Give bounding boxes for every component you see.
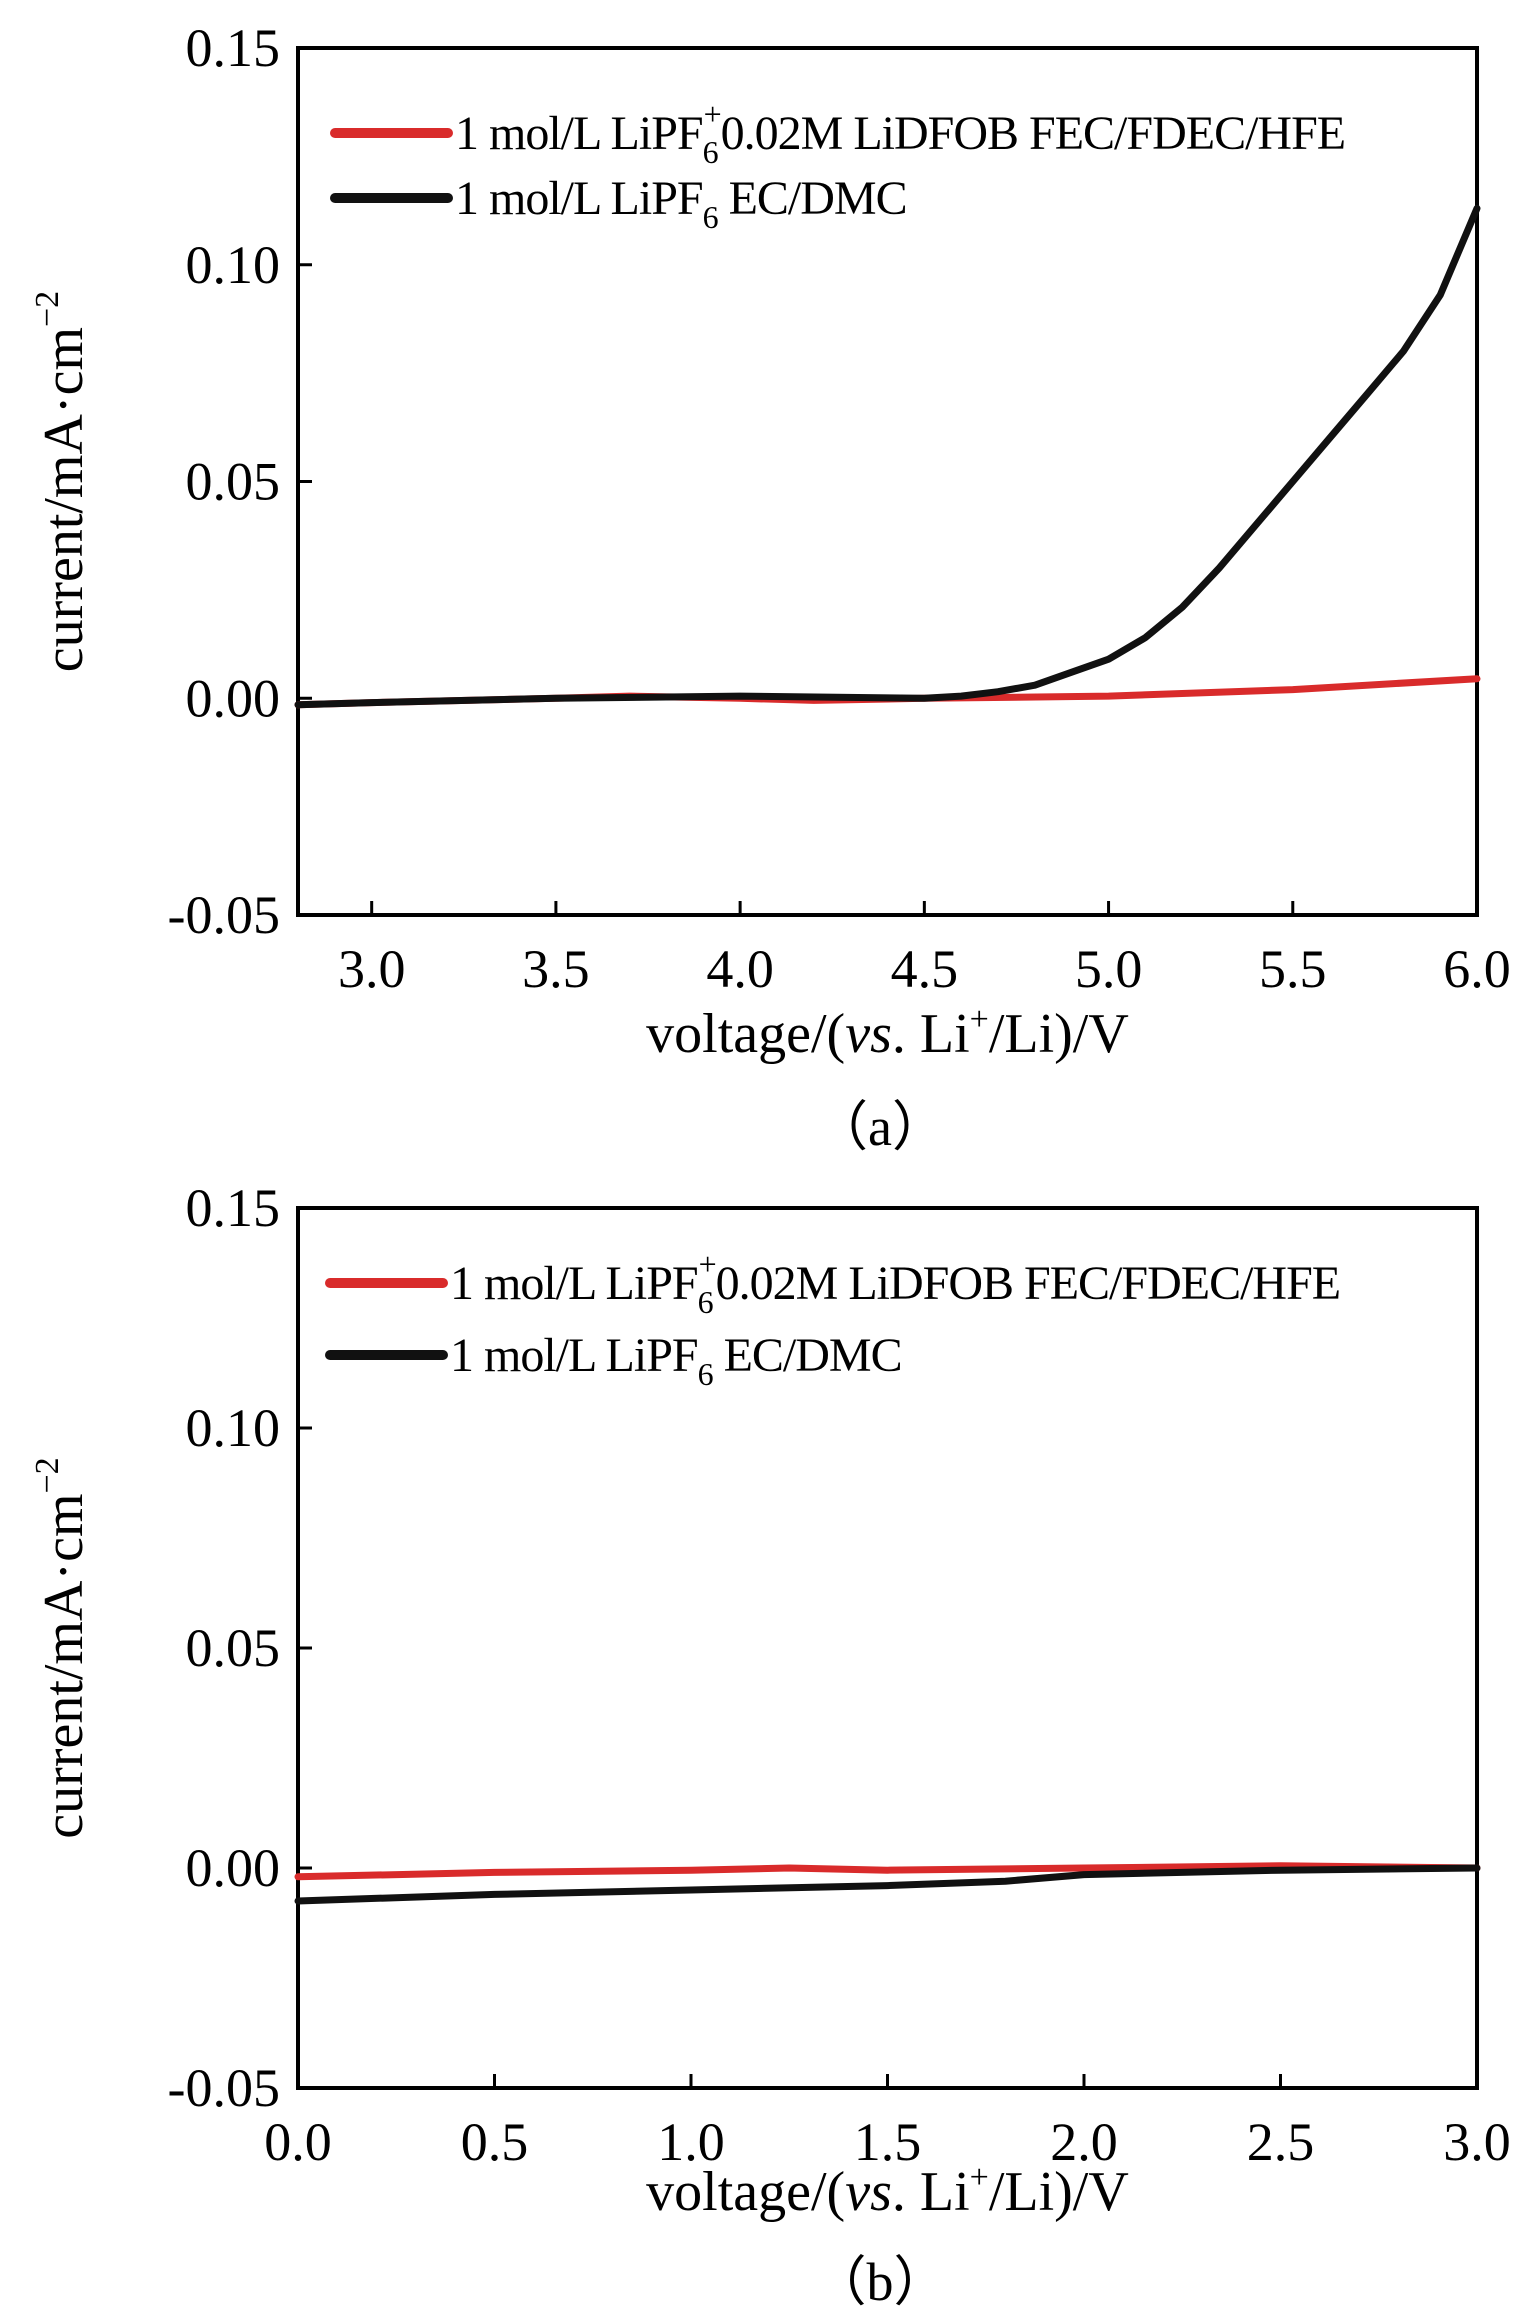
legend: 1 mol/L LiPF6+0.02M LiDFOB FEC/FDEC/HFE1… xyxy=(330,96,1346,235)
x-tick-label: 2.0 xyxy=(1050,2112,1118,2172)
chart-panel-b: 0.0 0.5 1.0 1.5 2.0 2.5 3.0 0.15 0.10 0.05 0.00 -0.… xyxy=(29,1178,1511,2311)
chart-panel-a: 3.0 3.5 4.0 4.5 5.0 5.5 6.0 0.15 0.10 0.05 0.00 -0.… xyxy=(29,18,1511,1157)
panel-caption: （b） xyxy=(813,2252,948,2311)
x-tick-label: 1.5 xyxy=(854,2112,922,2172)
y-tick-label: 0.00 xyxy=(186,668,281,728)
x-axis-label: voltage/(vs. Li+/Li)/V xyxy=(646,2159,1129,2223)
legend-label: 1 mol/L LiPF6+0.02M LiDFOB FEC/FDEC/HFE xyxy=(450,1246,1340,1320)
x-tick-label: 0.5 xyxy=(461,2112,529,2172)
x-tick-label: 4.0 xyxy=(706,939,774,999)
x-tick-label: 6.0 xyxy=(1443,939,1511,999)
series-line-red xyxy=(294,1862,1481,1881)
x-tick-label: 5.0 xyxy=(1075,939,1143,999)
legend: 1 mol/L LiPF6+0.02M LiDFOB FEC/FDEC/HFE 1… xyxy=(325,1246,1341,1392)
series-line-black xyxy=(294,1864,1481,1905)
x-tick-label: 3.0 xyxy=(1443,2112,1511,2172)
y-tick-label: 0.10 xyxy=(186,235,281,295)
y-tick-label: 0.15 xyxy=(186,18,281,78)
x-tick-label: 1.0 xyxy=(657,2112,725,2172)
y-tick-label: -0.05 xyxy=(168,885,280,945)
x-tick-label: 3.0 xyxy=(338,939,406,999)
x-tick-label: 3.5 xyxy=(522,939,590,999)
x-axis-label: voltage/(vs. Li+/Li)/V xyxy=(646,1001,1129,1065)
y-tick-label: 0.05 xyxy=(186,1618,281,1678)
y-tick-label: 0.15 xyxy=(186,1178,281,1238)
panel-caption: （a） xyxy=(814,1097,946,1157)
y-axis-label: current/mA·cm−2 xyxy=(29,291,95,672)
legend-label: 1 mol/L LiPF6 EC/DMC xyxy=(450,1329,902,1392)
y-tick-label: 0.00 xyxy=(186,1838,281,1898)
y-tick-label: -0.05 xyxy=(168,2058,280,2118)
legend-label: 1 mol/L LiPF6+0.02M LiDFOB FEC/FDEC/HFE xyxy=(455,96,1345,170)
series-line-black xyxy=(294,204,1481,709)
y-axis-label: current/mA·cm−2 xyxy=(29,1457,95,1838)
x-tick-label: 4.5 xyxy=(891,939,959,999)
x-tick-label: 5.5 xyxy=(1259,939,1327,999)
x-tick-label: 0.0 xyxy=(264,2112,332,2172)
y-tick-label: 0.05 xyxy=(186,452,281,512)
x-tick-label: 2.5 xyxy=(1247,2112,1315,2172)
legend-label: 1 mol/L LiPF6 EC/DMC xyxy=(455,172,907,235)
y-tick-label: 0.10 xyxy=(186,1398,281,1458)
